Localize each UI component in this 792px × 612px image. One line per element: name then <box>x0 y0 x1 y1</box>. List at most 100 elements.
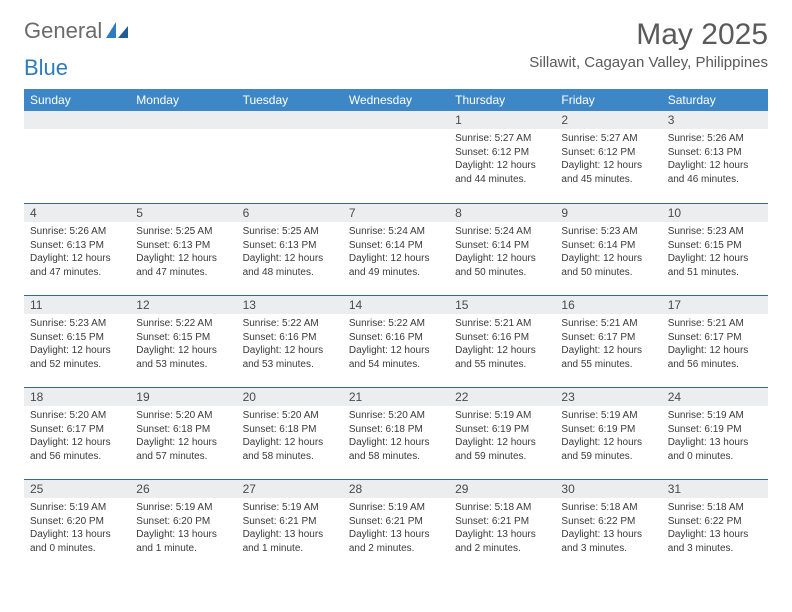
day-number-bar: 8 <box>449 203 555 222</box>
day-detail: Sunrise: 5:19 AMSunset: 6:21 PMDaylight:… <box>237 498 343 559</box>
day-number-bar: 31 <box>662 479 768 498</box>
day-number-bar: 4 <box>24 203 130 222</box>
logo: General <box>24 18 130 44</box>
calendar-day-cell: 16Sunrise: 5:21 AMSunset: 6:17 PMDayligh… <box>555 295 661 387</box>
calendar-week-row: 4Sunrise: 5:26 AMSunset: 6:13 PMDaylight… <box>24 203 768 295</box>
day-number-bar <box>343 111 449 129</box>
calendar-day-cell: 29Sunrise: 5:18 AMSunset: 6:21 PMDayligh… <box>449 479 555 571</box>
calendar-day-cell: 2Sunrise: 5:27 AMSunset: 6:12 PMDaylight… <box>555 111 661 203</box>
calendar-day-cell: 8Sunrise: 5:24 AMSunset: 6:14 PMDaylight… <box>449 203 555 295</box>
day-detail: Sunrise: 5:21 AMSunset: 6:17 PMDaylight:… <box>555 314 661 375</box>
day-number-bar: 12 <box>130 295 236 314</box>
calendar-day-cell: 17Sunrise: 5:21 AMSunset: 6:17 PMDayligh… <box>662 295 768 387</box>
day-detail: Sunrise: 5:18 AMSunset: 6:21 PMDaylight:… <box>449 498 555 559</box>
day-number-bar: 27 <box>237 479 343 498</box>
calendar-day-cell: 21Sunrise: 5:20 AMSunset: 6:18 PMDayligh… <box>343 387 449 479</box>
day-detail: Sunrise: 5:24 AMSunset: 6:14 PMDaylight:… <box>343 222 449 283</box>
calendar-day-cell: 18Sunrise: 5:20 AMSunset: 6:17 PMDayligh… <box>24 387 130 479</box>
calendar-day-cell: 26Sunrise: 5:19 AMSunset: 6:20 PMDayligh… <box>130 479 236 571</box>
day-header: Sunday <box>24 89 130 111</box>
day-header: Monday <box>130 89 236 111</box>
day-number-bar: 26 <box>130 479 236 498</box>
day-detail: Sunrise: 5:24 AMSunset: 6:14 PMDaylight:… <box>449 222 555 283</box>
calendar-table: SundayMondayTuesdayWednesdayThursdayFrid… <box>24 89 768 571</box>
day-number-bar: 24 <box>662 387 768 406</box>
calendar-body: 1Sunrise: 5:27 AMSunset: 6:12 PMDaylight… <box>24 111 768 571</box>
day-detail: Sunrise: 5:19 AMSunset: 6:19 PMDaylight:… <box>662 406 768 467</box>
day-detail: Sunrise: 5:19 AMSunset: 6:21 PMDaylight:… <box>343 498 449 559</box>
calendar-day-cell: 12Sunrise: 5:22 AMSunset: 6:15 PMDayligh… <box>130 295 236 387</box>
calendar-day-cell: 14Sunrise: 5:22 AMSunset: 6:16 PMDayligh… <box>343 295 449 387</box>
logo-word-blue: Blue <box>24 55 68 81</box>
calendar-day-cell: 1Sunrise: 5:27 AMSunset: 6:12 PMDaylight… <box>449 111 555 203</box>
title-block: May 2025 Sillawit, Cagayan Valley, Phili… <box>529 18 768 71</box>
calendar-day-cell: 24Sunrise: 5:19 AMSunset: 6:19 PMDayligh… <box>662 387 768 479</box>
calendar-week-row: 25Sunrise: 5:19 AMSunset: 6:20 PMDayligh… <box>24 479 768 571</box>
day-detail: Sunrise: 5:25 AMSunset: 6:13 PMDaylight:… <box>130 222 236 283</box>
calendar-empty-cell <box>343 111 449 203</box>
day-detail: Sunrise: 5:23 AMSunset: 6:15 PMDaylight:… <box>662 222 768 283</box>
logo-word-general: General <box>24 18 102 44</box>
calendar-empty-cell <box>237 111 343 203</box>
day-header: Wednesday <box>343 89 449 111</box>
day-header-row: SundayMondayTuesdayWednesdayThursdayFrid… <box>24 89 768 111</box>
day-detail: Sunrise: 5:22 AMSunset: 6:16 PMDaylight:… <box>343 314 449 375</box>
day-number-bar: 2 <box>555 111 661 129</box>
day-detail: Sunrise: 5:20 AMSunset: 6:18 PMDaylight:… <box>237 406 343 467</box>
day-number-bar: 13 <box>237 295 343 314</box>
day-number-bar: 30 <box>555 479 661 498</box>
logo-sail-icon <box>106 22 128 40</box>
calendar-day-cell: 5Sunrise: 5:25 AMSunset: 6:13 PMDaylight… <box>130 203 236 295</box>
location-text: Sillawit, Cagayan Valley, Philippines <box>529 54 768 71</box>
day-number-bar: 17 <box>662 295 768 314</box>
day-detail: Sunrise: 5:26 AMSunset: 6:13 PMDaylight:… <box>662 129 768 190</box>
calendar-day-cell: 30Sunrise: 5:18 AMSunset: 6:22 PMDayligh… <box>555 479 661 571</box>
calendar-day-cell: 7Sunrise: 5:24 AMSunset: 6:14 PMDaylight… <box>343 203 449 295</box>
day-number-bar <box>237 111 343 129</box>
calendar-day-cell: 3Sunrise: 5:26 AMSunset: 6:13 PMDaylight… <box>662 111 768 203</box>
day-number-bar: 7 <box>343 203 449 222</box>
day-detail: Sunrise: 5:19 AMSunset: 6:19 PMDaylight:… <box>555 406 661 467</box>
calendar-page: General May 2025 Sillawit, Cagayan Valle… <box>0 0 792 589</box>
day-detail: Sunrise: 5:20 AMSunset: 6:18 PMDaylight:… <box>130 406 236 467</box>
day-detail: Sunrise: 5:19 AMSunset: 6:20 PMDaylight:… <box>130 498 236 559</box>
calendar-day-cell: 28Sunrise: 5:19 AMSunset: 6:21 PMDayligh… <box>343 479 449 571</box>
day-detail: Sunrise: 5:21 AMSunset: 6:17 PMDaylight:… <box>662 314 768 375</box>
calendar-day-cell: 25Sunrise: 5:19 AMSunset: 6:20 PMDayligh… <box>24 479 130 571</box>
calendar-day-cell: 10Sunrise: 5:23 AMSunset: 6:15 PMDayligh… <box>662 203 768 295</box>
day-detail: Sunrise: 5:18 AMSunset: 6:22 PMDaylight:… <box>555 498 661 559</box>
calendar-day-cell: 27Sunrise: 5:19 AMSunset: 6:21 PMDayligh… <box>237 479 343 571</box>
day-detail: Sunrise: 5:26 AMSunset: 6:13 PMDaylight:… <box>24 222 130 283</box>
calendar-day-cell: 4Sunrise: 5:26 AMSunset: 6:13 PMDaylight… <box>24 203 130 295</box>
calendar-day-cell: 23Sunrise: 5:19 AMSunset: 6:19 PMDayligh… <box>555 387 661 479</box>
day-detail: Sunrise: 5:23 AMSunset: 6:14 PMDaylight:… <box>555 222 661 283</box>
calendar-empty-cell <box>24 111 130 203</box>
day-number-bar: 29 <box>449 479 555 498</box>
day-detail: Sunrise: 5:23 AMSunset: 6:15 PMDaylight:… <box>24 314 130 375</box>
day-detail: Sunrise: 5:22 AMSunset: 6:15 PMDaylight:… <box>130 314 236 375</box>
day-number-bar: 22 <box>449 387 555 406</box>
day-number-bar <box>24 111 130 129</box>
day-detail: Sunrise: 5:25 AMSunset: 6:13 PMDaylight:… <box>237 222 343 283</box>
day-number-bar: 20 <box>237 387 343 406</box>
day-detail: Sunrise: 5:27 AMSunset: 6:12 PMDaylight:… <box>449 129 555 190</box>
day-detail: Sunrise: 5:19 AMSunset: 6:20 PMDaylight:… <box>24 498 130 559</box>
day-number-bar: 19 <box>130 387 236 406</box>
day-number-bar: 23 <box>555 387 661 406</box>
day-header: Tuesday <box>237 89 343 111</box>
calendar-day-cell: 20Sunrise: 5:20 AMSunset: 6:18 PMDayligh… <box>237 387 343 479</box>
day-number-bar: 25 <box>24 479 130 498</box>
calendar-week-row: 11Sunrise: 5:23 AMSunset: 6:15 PMDayligh… <box>24 295 768 387</box>
day-number-bar: 28 <box>343 479 449 498</box>
day-number-bar: 18 <box>24 387 130 406</box>
day-number-bar: 9 <box>555 203 661 222</box>
day-detail: Sunrise: 5:20 AMSunset: 6:17 PMDaylight:… <box>24 406 130 467</box>
calendar-day-cell: 31Sunrise: 5:18 AMSunset: 6:22 PMDayligh… <box>662 479 768 571</box>
day-detail: Sunrise: 5:21 AMSunset: 6:16 PMDaylight:… <box>449 314 555 375</box>
day-header: Saturday <box>662 89 768 111</box>
day-detail: Sunrise: 5:22 AMSunset: 6:16 PMDaylight:… <box>237 314 343 375</box>
calendar-empty-cell <box>130 111 236 203</box>
day-number-bar: 5 <box>130 203 236 222</box>
day-number-bar: 11 <box>24 295 130 314</box>
calendar-week-row: 18Sunrise: 5:20 AMSunset: 6:17 PMDayligh… <box>24 387 768 479</box>
